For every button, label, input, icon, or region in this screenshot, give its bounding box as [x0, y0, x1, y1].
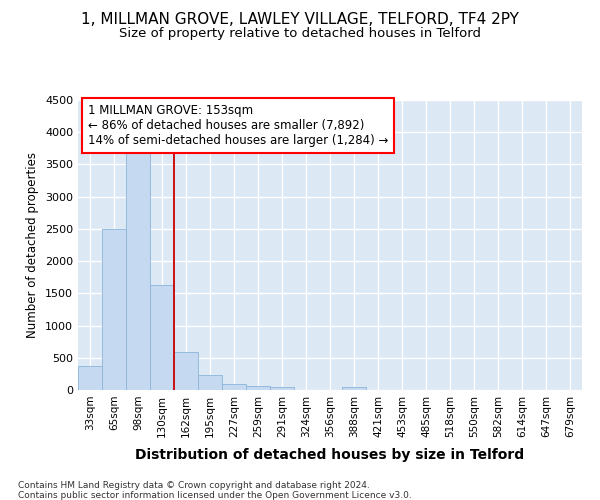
Bar	[342, 387, 366, 390]
Text: 1 MILLMAN GROVE: 153sqm
← 86% of detached houses are smaller (7,892)
14% of semi: 1 MILLMAN GROVE: 153sqm ← 86% of detache…	[88, 104, 388, 148]
Bar	[150, 285, 174, 390]
Bar	[78, 366, 102, 390]
Bar	[126, 152, 150, 390]
Text: 1, MILLMAN GROVE, LAWLEY VILLAGE, TELFORD, TF4 2PY: 1, MILLMAN GROVE, LAWLEY VILLAGE, TELFOR…	[81, 12, 519, 28]
Bar	[246, 386, 270, 390]
Text: Contains HM Land Registry data © Crown copyright and database right 2024.: Contains HM Land Registry data © Crown c…	[18, 481, 370, 490]
Bar	[198, 375, 222, 390]
Bar	[270, 388, 294, 390]
Bar	[174, 352, 198, 390]
Bar	[222, 384, 246, 390]
Bar	[102, 229, 126, 390]
Text: Size of property relative to detached houses in Telford: Size of property relative to detached ho…	[119, 28, 481, 40]
X-axis label: Distribution of detached houses by size in Telford: Distribution of detached houses by size …	[136, 448, 524, 462]
Y-axis label: Number of detached properties: Number of detached properties	[26, 152, 40, 338]
Text: Contains public sector information licensed under the Open Government Licence v3: Contains public sector information licen…	[18, 491, 412, 500]
